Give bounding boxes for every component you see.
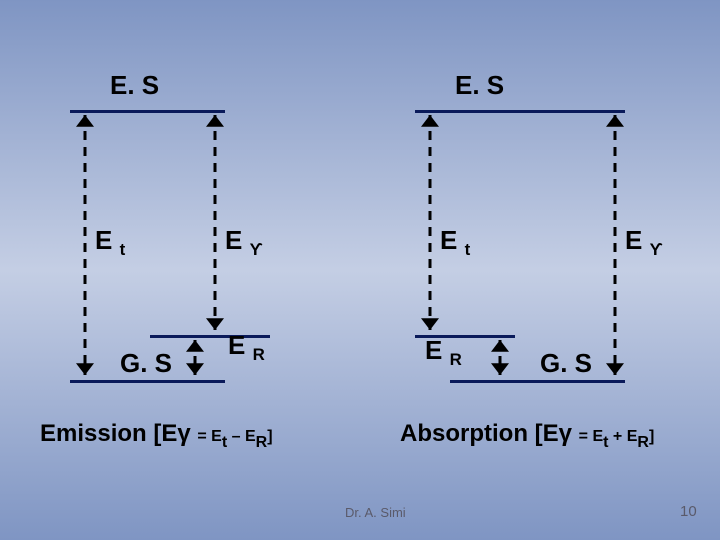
arrow-layer	[0, 0, 720, 540]
left-er-label: E R	[228, 330, 265, 365]
left-et-label: E t	[95, 225, 125, 260]
right-egam-label: E ϒ	[625, 225, 663, 260]
right-es-label: E. S	[455, 70, 504, 101]
right-gs-label: G. S	[540, 348, 592, 379]
right-et-label: E t	[440, 225, 470, 260]
page-number: 10	[680, 503, 697, 520]
footer-author: Dr. A. Simi	[345, 505, 406, 520]
left-es-label: E. S	[110, 70, 159, 101]
emission-equation: Emission [Eγ = Et – ER]	[40, 420, 273, 452]
absorption-equation: Absorption [Eγ = Et + ER]	[400, 420, 654, 452]
left-gs-label: G. S	[120, 348, 172, 379]
right-er-label: E R	[425, 335, 462, 370]
left-egam-label: E ϒ	[225, 225, 263, 260]
